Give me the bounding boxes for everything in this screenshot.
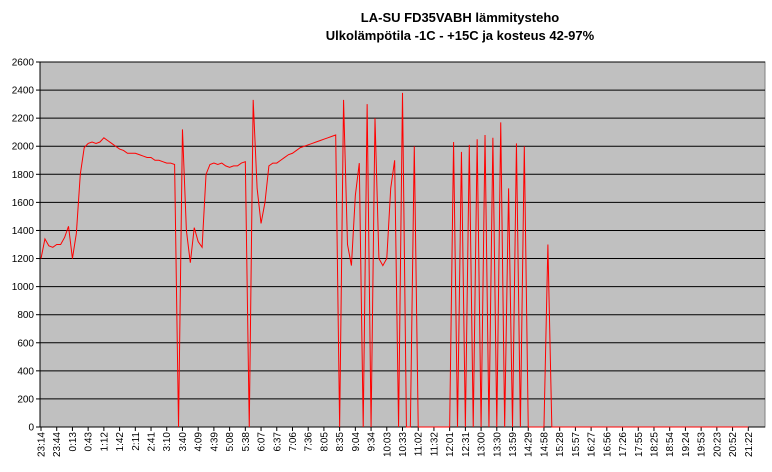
x-tick-label: 15:28 bbox=[555, 432, 566, 457]
x-tick-label: 13:59 bbox=[508, 432, 519, 457]
x-tick-label: 12:31 bbox=[461, 432, 472, 457]
data-line bbox=[40, 92, 749, 428]
x-tick-label: 12:01 bbox=[445, 432, 456, 457]
x-tick-label: 7:06 bbox=[288, 432, 299, 452]
x-tick-label: 3:10 bbox=[162, 432, 173, 452]
x-tick-label: 13:00 bbox=[477, 432, 488, 457]
y-tick-label: 0 bbox=[28, 423, 34, 434]
x-tick-label: 6:37 bbox=[272, 432, 283, 452]
x-tick-label: 3:40 bbox=[178, 432, 189, 452]
chart-title: LA-SU FD35VABH lämmitysteho bbox=[361, 10, 559, 25]
y-tick-label: 2400 bbox=[12, 86, 35, 97]
x-tick-label: 23:14 bbox=[37, 432, 48, 457]
y-tick-label: 800 bbox=[17, 310, 34, 321]
x-tick-label: 11:02 bbox=[414, 432, 425, 457]
y-tick-label: 600 bbox=[17, 338, 34, 349]
x-tick-label: 20:23 bbox=[712, 432, 723, 457]
x-tick-label: 23:44 bbox=[52, 432, 63, 457]
y-tick-label: 1000 bbox=[12, 282, 35, 293]
y-tick-label: 1600 bbox=[12, 198, 35, 209]
x-tick-label: 5:08 bbox=[225, 432, 236, 452]
x-tick-label: 10:03 bbox=[382, 432, 393, 457]
x-tick-label: 9:04 bbox=[351, 432, 362, 452]
x-tick-label: 16:27 bbox=[587, 432, 598, 457]
x-tick-label: 8:05 bbox=[319, 432, 330, 452]
x-tick-label: 2:11 bbox=[131, 432, 142, 451]
x-tick-label: 21:22 bbox=[744, 432, 755, 457]
x-tick-label: 14:29 bbox=[524, 432, 535, 457]
y-tick-label: 1400 bbox=[12, 226, 35, 237]
x-tick-label: 18:54 bbox=[665, 432, 676, 457]
y-tick-label: 2000 bbox=[12, 142, 35, 153]
y-tick-label: 400 bbox=[17, 366, 34, 377]
x-tick-label: 2:41 bbox=[147, 432, 158, 452]
y-tick-label: 200 bbox=[17, 394, 34, 405]
x-tick-label: 15:57 bbox=[571, 432, 582, 457]
x-tick-label: 4:39 bbox=[209, 432, 220, 452]
x-tick-label: 0:13 bbox=[68, 432, 79, 452]
x-tick-label: 9:34 bbox=[367, 432, 378, 452]
x-tick-label: 18:25 bbox=[649, 432, 660, 457]
x-tick-label: 19:24 bbox=[681, 432, 692, 457]
chart-subtitle: Ulkolämpötila -1C - +15C ja kosteus 42-9… bbox=[326, 28, 595, 43]
x-tick-label: 4:09 bbox=[194, 432, 205, 452]
x-tick-label: 20:52 bbox=[728, 432, 739, 457]
x-tick-label: 17:26 bbox=[618, 432, 629, 457]
x-tick-label: 11:32 bbox=[429, 432, 440, 457]
x-tick-label: 1:42 bbox=[115, 432, 126, 452]
x-tick-label: 10:33 bbox=[398, 432, 409, 457]
x-tick-label: 13:30 bbox=[492, 432, 503, 457]
x-tick-label: 14:58 bbox=[539, 432, 550, 457]
y-tick-label: 1200 bbox=[12, 254, 35, 265]
x-tick-label: 19:53 bbox=[697, 432, 708, 457]
x-tick-label: 1:12 bbox=[99, 432, 110, 452]
x-tick-label: 16:56 bbox=[602, 432, 613, 457]
x-tick-label: 0:43 bbox=[84, 432, 95, 452]
x-tick-label: 17:55 bbox=[634, 432, 645, 457]
x-tick-label: 6:07 bbox=[257, 432, 268, 452]
y-tick-label: 1800 bbox=[12, 170, 35, 181]
x-tick-label: 7:36 bbox=[304, 432, 315, 452]
x-tick-label: 8:35 bbox=[335, 432, 346, 452]
y-tick-label: 2600 bbox=[12, 58, 35, 69]
y-tick-label: 2200 bbox=[12, 114, 35, 125]
x-tick-label: 5:38 bbox=[241, 432, 252, 452]
